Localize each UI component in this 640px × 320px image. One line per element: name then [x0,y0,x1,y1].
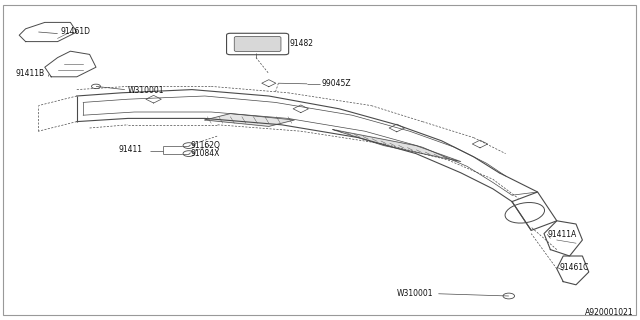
Text: W310001: W310001 [128,86,164,95]
FancyBboxPatch shape [234,36,281,52]
Text: 91461C: 91461C [560,263,589,272]
Text: 91482: 91482 [290,39,314,48]
Ellipse shape [505,203,545,223]
Text: 91411A: 91411A [547,230,577,239]
Text: 91411: 91411 [118,145,143,154]
Text: 91084X: 91084X [190,149,220,158]
Polygon shape [333,130,461,162]
Text: A920001021: A920001021 [585,308,634,317]
Polygon shape [205,114,294,126]
Text: W310001: W310001 [397,289,433,298]
Text: 91162Q: 91162Q [190,141,220,150]
Text: 91411B: 91411B [16,69,45,78]
Text: 91461D: 91461D [61,28,91,36]
FancyBboxPatch shape [227,33,289,55]
Text: 99045Z: 99045Z [322,79,351,88]
